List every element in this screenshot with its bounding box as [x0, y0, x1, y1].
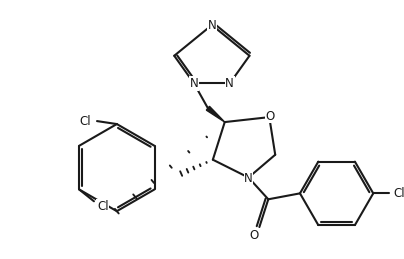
Text: N: N: [225, 77, 234, 90]
Text: Cl: Cl: [97, 200, 109, 213]
Text: O: O: [250, 229, 259, 242]
Text: Cl: Cl: [79, 114, 91, 128]
Polygon shape: [206, 106, 225, 122]
Text: Cl: Cl: [393, 187, 404, 200]
Text: N: N: [244, 172, 253, 185]
Text: N: N: [189, 77, 198, 90]
Text: O: O: [266, 110, 275, 123]
Text: N: N: [208, 19, 216, 32]
